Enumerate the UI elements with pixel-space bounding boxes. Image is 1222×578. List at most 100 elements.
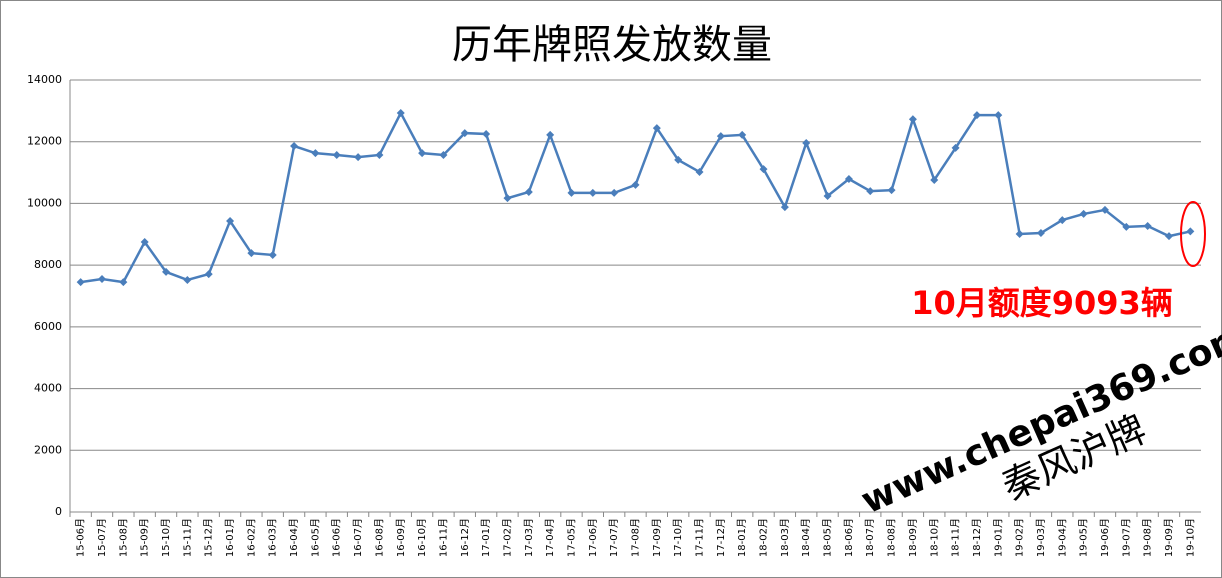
x-tick-label: 16-06月 — [331, 518, 343, 557]
x-tick-label: 15-10月 — [160, 518, 172, 557]
x-tick-label: 17-06月 — [587, 518, 599, 557]
x-tick-label: 15-09月 — [139, 518, 151, 557]
data-point — [759, 165, 768, 174]
x-tick-label: 19-03月 — [1035, 518, 1047, 557]
data-point — [418, 149, 427, 158]
x-tick-label: 18-01月 — [736, 518, 748, 557]
x-tick-label: 15-07月 — [96, 518, 108, 557]
x-tick-label: 17-08月 — [630, 518, 642, 557]
data-point — [716, 132, 725, 141]
x-tick-label: 17-03月 — [523, 518, 535, 557]
x-tick-label: 17-07月 — [608, 518, 620, 557]
x-tick-label: 15-08月 — [117, 518, 129, 557]
x-tick-label: 17-02月 — [501, 518, 513, 557]
data-point — [588, 188, 597, 197]
data-point — [247, 249, 256, 258]
y-tick-label: 6000 — [34, 320, 62, 333]
x-tick-label: 16-10月 — [416, 518, 428, 557]
y-tick-label: 0 — [55, 505, 62, 518]
x-tick-label: 17-10月 — [672, 518, 684, 557]
data-point — [268, 250, 277, 259]
data-point — [802, 138, 811, 147]
x-tick-label: 17-12月 — [715, 518, 727, 557]
x-tick-label: 18-08月 — [886, 518, 898, 557]
chart-title: 历年牌照发放数量 — [452, 22, 772, 68]
y-tick-label: 4000 — [34, 382, 62, 395]
x-tick-label: 19-01月 — [992, 518, 1004, 557]
data-point — [1036, 229, 1045, 238]
data-point — [908, 115, 917, 124]
data-point — [396, 109, 405, 118]
x-tick-label: 19-10月 — [1184, 518, 1196, 557]
data-point — [524, 188, 533, 197]
x-tick-label: 16-11月 — [437, 518, 449, 557]
x-tick-label: 15-06月 — [75, 518, 87, 557]
x-tick-label: 17-09月 — [651, 518, 663, 557]
x-tick-label: 16-01月 — [224, 518, 236, 557]
data-point — [738, 130, 747, 139]
x-tick-label: 19-02月 — [1014, 518, 1026, 557]
data-point — [183, 275, 192, 284]
data-point — [439, 150, 448, 159]
x-tick-label: 16-05月 — [309, 518, 321, 557]
data-point — [311, 149, 320, 158]
data-point — [610, 188, 619, 197]
x-tick-label: 16-03月 — [267, 518, 279, 557]
data-point — [866, 187, 875, 196]
data-point — [204, 270, 213, 279]
data-point — [332, 150, 341, 159]
data-point — [930, 175, 939, 184]
x-tick-label: 16-09月 — [395, 518, 407, 557]
x-tick-label: 18-09月 — [907, 518, 919, 557]
x-tick-label: 15-12月 — [203, 518, 215, 557]
data-point — [780, 203, 789, 212]
data-point — [567, 188, 576, 197]
data-point — [1122, 222, 1131, 231]
data-point — [1015, 229, 1024, 238]
x-tick-label: 16-02月 — [245, 518, 257, 557]
x-tick-label: 19-05月 — [1078, 518, 1090, 557]
y-tick-label: 2000 — [34, 443, 62, 456]
x-tick-label: 15-11月 — [181, 518, 193, 557]
x-tick-label: 18-04月 — [800, 518, 812, 557]
x-tick-label: 17-01月 — [480, 518, 492, 557]
data-point — [674, 155, 683, 164]
y-tick-label: 12000 — [27, 135, 62, 148]
data-point — [1079, 209, 1088, 218]
x-tick-label: 18-02月 — [758, 518, 770, 557]
x-tick-label: 17-04月 — [544, 518, 556, 557]
data-point — [546, 130, 555, 139]
data-point — [162, 267, 171, 276]
x-tick-label: 18-03月 — [779, 518, 791, 557]
x-tick-label: 19-08月 — [1142, 518, 1154, 557]
data-point — [1164, 232, 1173, 241]
x-tick-label: 17-11月 — [694, 518, 706, 557]
x-tick-label: 18-07月 — [864, 518, 876, 557]
data-point — [695, 167, 704, 176]
x-tick-label: 16-12月 — [459, 518, 471, 557]
data-point — [1143, 221, 1152, 230]
data-point — [354, 153, 363, 162]
x-tick-label: 19-09月 — [1163, 518, 1175, 557]
data-point — [119, 278, 128, 287]
data-point — [994, 111, 1003, 120]
highlight-ellipse — [1180, 201, 1206, 267]
x-tick-label: 19-07月 — [1120, 518, 1132, 557]
data-point — [375, 150, 384, 159]
x-tick-label: 17-05月 — [565, 518, 577, 557]
x-tick-label: 18-12月 — [971, 518, 983, 557]
y-tick-label: 10000 — [27, 196, 62, 209]
data-point — [844, 175, 853, 184]
data-point — [652, 124, 661, 133]
data-point — [823, 192, 832, 201]
data-point — [226, 217, 235, 226]
data-point — [76, 278, 85, 287]
x-tick-label: 16-07月 — [352, 518, 364, 557]
y-tick-label: 14000 — [27, 73, 62, 86]
x-tick-label: 18-11月 — [950, 518, 962, 557]
data-point — [503, 194, 512, 203]
x-tick-label: 18-06月 — [843, 518, 855, 557]
x-tick-label: 18-10月 — [928, 518, 940, 557]
